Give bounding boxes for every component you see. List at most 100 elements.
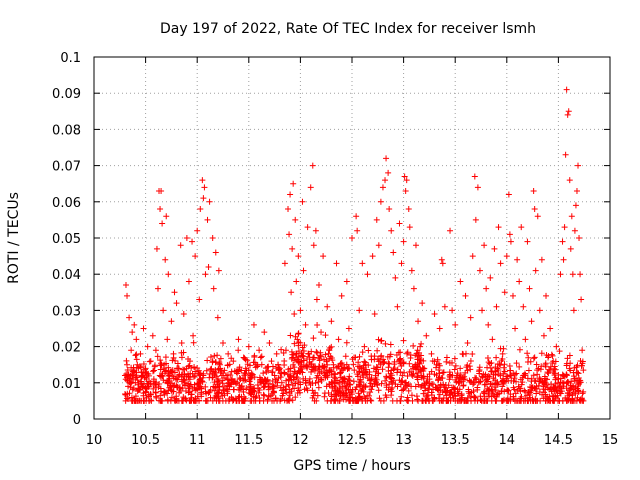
data-point <box>338 360 345 367</box>
data-point <box>278 387 285 394</box>
data-point <box>244 357 251 364</box>
data-point <box>464 367 471 374</box>
data-point <box>286 231 293 238</box>
data-point <box>174 360 181 367</box>
data-point <box>297 307 304 314</box>
data-point <box>288 289 295 296</box>
data-point <box>360 381 367 388</box>
data-point <box>485 321 492 328</box>
data-point <box>149 368 156 375</box>
data-point <box>465 386 472 393</box>
data-point <box>536 307 543 314</box>
data-point <box>442 388 449 395</box>
data-point <box>185 371 192 378</box>
data-point <box>522 336 529 343</box>
data-point <box>563 86 570 93</box>
data-point <box>571 375 578 382</box>
data-point <box>315 282 322 289</box>
data-point <box>349 235 355 241</box>
data-point <box>392 381 399 388</box>
data-point <box>153 245 160 252</box>
data-point <box>476 364 483 371</box>
data-point <box>378 338 385 345</box>
data-point <box>196 296 203 303</box>
data-point <box>147 358 154 365</box>
data-point <box>394 303 401 310</box>
data-point <box>573 187 580 194</box>
data-point <box>289 381 296 388</box>
data-point <box>220 339 226 346</box>
data-point <box>501 396 508 403</box>
data-point <box>214 352 221 359</box>
data-point <box>336 387 343 394</box>
data-point <box>265 393 272 400</box>
data-point <box>205 263 212 270</box>
data-point <box>313 348 320 355</box>
data-point <box>351 354 358 361</box>
data-point <box>332 375 339 382</box>
data-point <box>533 361 540 368</box>
data-point <box>312 227 319 234</box>
data-point <box>169 357 176 364</box>
data-point <box>479 307 486 314</box>
data-point <box>335 363 342 370</box>
data-point <box>269 384 276 391</box>
data-point <box>187 381 194 388</box>
data-point <box>511 397 518 404</box>
data-point <box>513 378 520 385</box>
data-point <box>137 378 144 385</box>
data-point <box>451 386 458 393</box>
data-point <box>209 359 216 366</box>
data-point <box>532 267 539 274</box>
data-point <box>543 381 550 388</box>
data-point <box>140 397 147 404</box>
data-point <box>153 394 160 401</box>
data-point <box>492 368 499 375</box>
data-point <box>568 213 575 220</box>
data-point <box>132 393 139 400</box>
data-point <box>550 368 557 375</box>
data-point <box>375 387 382 394</box>
data-point <box>377 397 384 404</box>
data-point <box>161 361 168 368</box>
data-point <box>170 350 177 357</box>
data-point <box>339 383 346 390</box>
data-point <box>469 351 476 358</box>
data-point <box>485 372 492 379</box>
data-point <box>210 285 217 292</box>
data-point <box>356 353 363 360</box>
data-point <box>142 365 149 372</box>
data-point <box>325 350 332 357</box>
data-point <box>251 353 258 360</box>
data-point <box>173 375 180 382</box>
data-point <box>431 358 438 365</box>
data-point <box>308 360 315 367</box>
data-point <box>305 350 312 357</box>
data-point <box>180 311 187 318</box>
data-point <box>428 350 435 357</box>
data-point <box>447 371 454 378</box>
data-point <box>543 393 550 400</box>
data-point <box>499 378 506 385</box>
data-point <box>390 366 397 373</box>
data-point <box>295 367 302 374</box>
data-point <box>377 361 384 368</box>
data-point <box>561 373 568 380</box>
data-point <box>552 393 559 400</box>
data-point <box>309 394 316 401</box>
data-point <box>565 396 572 403</box>
data-point <box>356 393 363 400</box>
data-point <box>557 384 564 391</box>
data-point <box>304 364 311 371</box>
data-point <box>318 329 325 336</box>
data-point <box>527 358 534 365</box>
y-tick-label: 0.02 <box>52 341 81 356</box>
data-point <box>376 395 383 402</box>
data-point <box>338 292 345 299</box>
data-point <box>543 292 550 299</box>
data-point <box>320 356 327 363</box>
data-point <box>354 227 361 234</box>
x-tick-label: 12.5 <box>338 433 367 448</box>
data-point <box>188 394 195 401</box>
